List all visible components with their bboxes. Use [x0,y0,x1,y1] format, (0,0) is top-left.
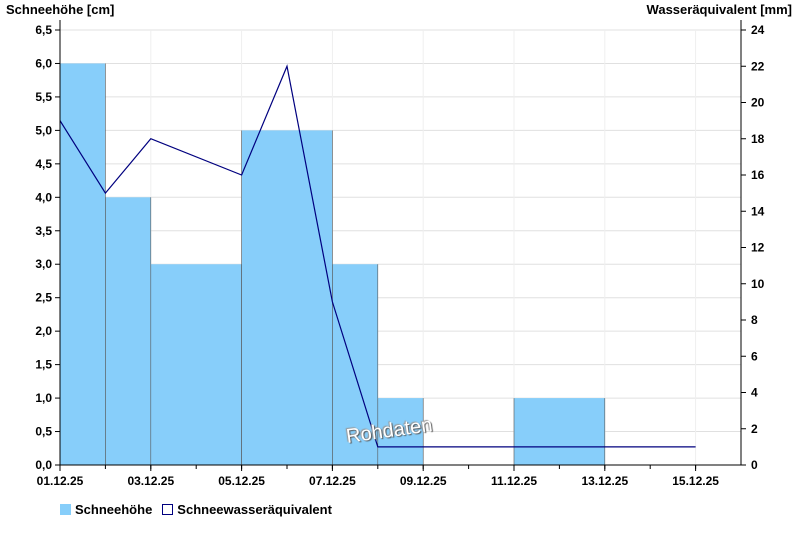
bar-snow-depth [241,130,333,465]
x-tick-label: 11.12.25 [491,474,537,488]
bar-snow-depth [150,264,242,465]
legend-item-snow-depth: Schneehöhe [60,502,152,517]
x-tick-label: 01.12.25 [37,474,84,488]
bar-snow-depth [105,197,151,466]
right-tick-label: 4 [751,386,758,400]
x-tick-label: 13.12.25 [581,474,628,488]
legend-label-swe: Schneewasseräquivalent [177,502,332,517]
right-tick-label: 16 [751,168,765,182]
bar-snow-depth [60,63,106,465]
left-tick-label: 2,0 [35,324,52,338]
right-tick-label: 18 [751,132,765,146]
right-tick-label: 20 [751,96,765,110]
x-tick-label: 07.12.25 [309,474,356,488]
right-tick-label: 0 [751,458,758,472]
left-tick-label: 2,5 [35,291,52,305]
x-tick-label: 05.12.25 [218,474,265,488]
left-tick-label: 6,0 [35,56,52,70]
left-tick-label: 3,5 [35,224,52,238]
right-tick-label: 8 [751,313,758,327]
left-tick-label: 5,5 [35,90,52,104]
legend-swatch-swe [162,504,174,515]
right-tick-label: 22 [751,59,765,73]
left-tick-label: 4,5 [35,157,52,171]
legend: Schneehöhe Schneewasseräquivalent [60,502,342,517]
right-tick-label: 10 [751,277,765,291]
legend-item-swe: Schneewasseräquivalent [162,502,332,517]
left-tick-label: 0,0 [35,458,52,472]
legend-label-snow-depth: Schneehöhe [75,502,153,517]
right-tick-label: 6 [751,349,758,363]
bar-snow-depth [514,398,605,465]
left-tick-label: 0,5 [35,425,52,439]
x-tick-label: 15.12.25 [672,474,719,488]
line-swe [59,64,696,448]
right-tick-label: 12 [751,241,765,255]
right-tick-label: 14 [751,204,765,218]
right-axis-title: Wasseräquivalent [mm] [647,2,792,17]
left-tick-label: 1,0 [35,391,52,405]
bar-snow-depth [332,264,378,465]
x-tick-label: 03.12.25 [127,474,174,488]
x-tick-label: 09.12.25 [400,474,447,488]
bar-snow-depth [377,398,424,465]
left-tick-label: 1,5 [35,358,52,372]
left-tick-label: 5,0 [35,123,52,137]
legend-swatch-snow-depth [60,504,71,515]
left-tick-label: 3,0 [35,257,52,271]
left-tick-label: 4,0 [35,190,52,204]
right-tick-label: 24 [751,23,765,37]
right-tick-label: 2 [751,422,758,436]
left-tick-label: 6,5 [35,23,52,37]
left-axis-title: Schneehöhe [cm] [6,2,114,17]
